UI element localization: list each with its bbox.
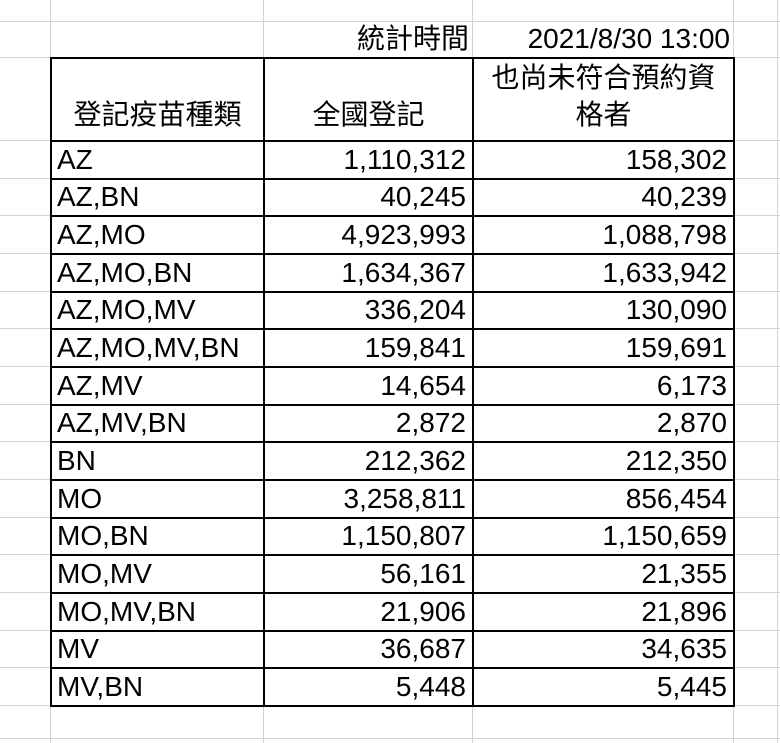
vaccine-type-cell[interactable]: AZ,MO,MV (50, 290, 265, 331)
value-cell[interactable]: 5,445 (472, 667, 735, 707)
table-row: MV,BN 5,448 5,445 (50, 667, 735, 707)
value-cell[interactable]: 159,841 (263, 328, 474, 368)
vaccine-registration-table: 登記疫苗種類 全國登記 也尚未符合預約資 格者 AZ 1,110,312 158,3… (50, 57, 735, 707)
vaccine-type-cell[interactable]: AZ (50, 140, 265, 180)
table-row: AZ,MO,MV 336,204 130,090 (50, 290, 735, 331)
table-row: MO,MV,BN 21,906 21,896 (50, 591, 735, 632)
table-row: BN 212,362 212,350 (50, 441, 735, 481)
value-cell[interactable]: 40,239 (472, 177, 735, 218)
value-cell[interactable]: 2,872 (263, 403, 474, 444)
value-cell[interactable]: 1,150,659 (472, 516, 735, 557)
table-row: MO 3,258,811 856,454 (50, 478, 735, 519)
table-row: AZ,MO 4,923,993 1,088,798 (50, 215, 735, 255)
value-cell[interactable]: 1,110,312 (263, 140, 474, 180)
value-cell[interactable]: 21,355 (472, 554, 735, 594)
table-row: MO,BN 1,150,807 1,150,659 (50, 516, 735, 557)
header-row: 登記疫苗種類 全國登記 也尚未符合預約資 格者 (50, 57, 735, 142)
vaccine-type-cell[interactable]: MO (50, 478, 265, 519)
value-cell[interactable]: 1,634,367 (263, 252, 474, 293)
table-row: AZ 1,110,312 158,302 (50, 140, 735, 180)
gridline-vertical (777, 0, 778, 743)
value-cell[interactable]: 130,090 (472, 290, 735, 331)
vaccine-type-cell[interactable]: AZ,BN (50, 177, 265, 218)
value-cell[interactable]: 5,448 (263, 667, 474, 707)
vaccine-type-cell[interactable]: AZ,MO (50, 215, 265, 255)
value-cell[interactable]: 212,350 (472, 441, 735, 481)
value-cell[interactable]: 336,204 (263, 290, 474, 331)
header-not-yet-eligible[interactable]: 也尚未符合預約資 格者 (472, 57, 735, 142)
vaccine-type-cell[interactable]: AZ,MV (50, 365, 265, 406)
value-cell[interactable]: 56,161 (263, 554, 474, 594)
value-cell[interactable]: 21,906 (263, 591, 474, 632)
value-cell[interactable]: 856,454 (472, 478, 735, 519)
table-row: AZ,MO,MV,BN 159,841 159,691 (50, 328, 735, 368)
vaccine-type-cell[interactable]: MO,BN (50, 516, 265, 557)
vaccine-type-cell[interactable]: MO,MV,BN (50, 591, 265, 632)
gridline-horizontal (0, 738, 780, 739)
value-cell[interactable]: 14,654 (263, 365, 474, 406)
vaccine-type-cell[interactable]: AZ,MO,BN (50, 252, 265, 293)
value-cell[interactable]: 36,687 (263, 629, 474, 670)
vaccine-type-cell[interactable]: MO,MV (50, 554, 265, 594)
value-cell[interactable]: 158,302 (472, 140, 735, 180)
table-header: 登記疫苗種類 全國登記 也尚未符合預約資 格者 (50, 57, 735, 142)
header-national-registration[interactable]: 全國登記 (263, 57, 474, 142)
table-row: AZ,MV 14,654 6,173 (50, 365, 735, 406)
value-cell[interactable]: 4,923,993 (263, 215, 474, 255)
table-row: AZ,MV,BN 2,872 2,870 (50, 403, 735, 444)
value-cell[interactable]: 2,870 (472, 403, 735, 444)
gridline-horizontal (0, 21, 780, 22)
vaccine-type-cell[interactable]: AZ,MV,BN (50, 403, 265, 444)
vaccine-type-cell[interactable]: AZ,MO,MV,BN (50, 328, 265, 368)
value-cell[interactable]: 21,896 (472, 591, 735, 632)
table-row: MO,MV 56,161 21,355 (50, 554, 735, 594)
value-cell[interactable]: 1,633,942 (472, 252, 735, 293)
vaccine-type-cell[interactable]: MV (50, 629, 265, 670)
table-row: AZ,BN 40,245 40,239 (50, 177, 735, 218)
value-cell[interactable]: 1,088,798 (472, 215, 735, 255)
vaccine-type-cell[interactable]: MV,BN (50, 667, 265, 707)
value-cell[interactable]: 34,635 (472, 629, 735, 670)
table-row: AZ,MO,BN 1,634,367 1,633,942 (50, 252, 735, 293)
table-body: AZ 1,110,312 158,302 AZ,BN 40,245 40,239 AZ,MO… (50, 140, 735, 707)
value-cell[interactable]: 6,173 (472, 365, 735, 406)
value-cell[interactable]: 40,245 (263, 177, 474, 218)
value-cell[interactable]: 1,150,807 (263, 516, 474, 557)
value-cell[interactable]: 3,258,811 (263, 478, 474, 519)
value-cell[interactable]: 212,362 (263, 441, 474, 481)
header-vaccine-type[interactable]: 登記疫苗種類 (50, 57, 265, 142)
stat-time-label-cell[interactable]: 統計時間 (356, 23, 469, 54)
table-row: MV 36,687 34,635 (50, 629, 735, 670)
vaccine-type-cell[interactable]: BN (50, 441, 265, 481)
stat-time-value-cell[interactable]: 2021/8/30 13:00 (527, 23, 730, 54)
value-cell[interactable]: 159,691 (472, 328, 735, 368)
